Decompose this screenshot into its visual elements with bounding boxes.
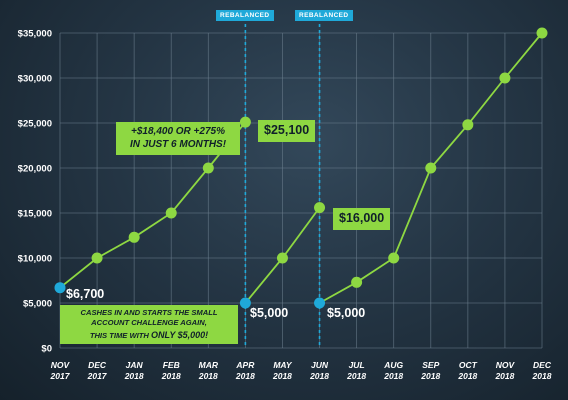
grid <box>59 32 543 349</box>
cash-in-callout: CASHES IN AND STARTS THE SMALL ACCOUNT C… <box>60 305 238 344</box>
x-tick-month: DEC <box>533 360 552 370</box>
x-tick-month: NOV <box>51 360 71 370</box>
cash-in-line3-pre: THIS TIME WITH <box>89 330 151 340</box>
x-tick-year: 2018 <box>272 371 292 381</box>
y-tick-label: $35,000 <box>18 29 52 40</box>
x-tick-month: JUL <box>349 360 365 370</box>
x-tick-month: SEP <box>422 360 439 370</box>
data-point <box>91 252 103 264</box>
cash-in-line1: CASHES IN AND STARTS THE SMALL <box>80 308 218 317</box>
x-tick-month: JUN <box>311 360 329 370</box>
x-tick-year: 2017 <box>87 371 108 381</box>
peak1-label: $25,100 <box>258 120 316 142</box>
x-tick-month: MAR <box>199 360 219 370</box>
cash-in-line2: ACCOUNT CHALLENGE AGAIN, <box>91 318 207 328</box>
x-tick-year: 2018 <box>457 371 477 381</box>
y-tick-label: $10,000 <box>18 254 52 265</box>
data-point <box>239 116 251 128</box>
data-point <box>351 276 363 288</box>
x-tick-year: 2017 <box>50 371 71 381</box>
data-point <box>202 162 214 174</box>
data-point <box>388 252 400 264</box>
gain-callout: +$18,400 OR +275% IN JUST 6 MONTHS! <box>116 122 240 155</box>
x-tick-year: 2018 <box>198 371 218 381</box>
data-point-highlight <box>54 282 66 294</box>
data-point <box>314 202 326 214</box>
rebalance-lines <box>244 24 321 348</box>
data-point <box>499 72 511 84</box>
x-tick-year: 2018 <box>161 371 181 381</box>
gain-callout-line1: +$18,400 OR +275% <box>131 126 225 137</box>
data-point <box>536 27 548 39</box>
gain-callout-line2: IN JUST 6 MONTHS! <box>129 138 227 150</box>
data-point <box>165 207 177 219</box>
x-tick-month: AUG <box>383 360 403 370</box>
y-axis-ticks: $0 $5,000 $10,000 $15,000 $20,000 $25,000 $30,… <box>18 29 52 355</box>
y-tick-label: $0 <box>41 344 52 355</box>
y-tick-label: $15,000 <box>18 209 52 220</box>
cash-in-line3-emphasis: ONLY $5,000! <box>150 329 209 340</box>
y-tick-label: $5,000 <box>23 299 52 310</box>
cash-in-line3: THIS TIME WITH ONLY $5,000! <box>63 329 235 341</box>
x-tick-year: 2018 <box>235 371 255 381</box>
data-point <box>462 119 474 131</box>
x-tick-year: 2018 <box>124 371 144 381</box>
reset2-value-label: $5,000 <box>327 306 366 320</box>
data-point-highlight <box>314 297 326 309</box>
series-line-1 <box>59 121 247 289</box>
x-tick-month: MAY <box>273 360 293 370</box>
y-tick-label: $30,000 <box>18 74 52 85</box>
x-tick-year: 2018 <box>309 371 329 381</box>
rebalance-tag-jun: REBALANCED <box>295 10 353 21</box>
x-tick-month: FEB <box>163 360 180 370</box>
x-tick-month: DEC <box>88 360 107 370</box>
x-tick-month: JAN <box>126 360 144 370</box>
data-point <box>276 252 288 264</box>
peak2-label: $16,000 <box>333 208 391 230</box>
y-tick-label: $20,000 <box>18 164 52 175</box>
x-tick-month: NOV <box>496 360 516 370</box>
x-tick-month: APR <box>235 360 255 370</box>
y-tick-label: $25,000 <box>18 119 52 130</box>
data-points <box>54 27 548 309</box>
x-tick-month: OCT <box>459 360 478 370</box>
x-tick-year: 2018 <box>532 371 552 381</box>
data-point <box>128 231 140 243</box>
data-point-highlight <box>239 297 251 309</box>
reset1-value-label: $5,000 <box>250 306 289 320</box>
x-tick-year: 2018 <box>383 371 403 381</box>
x-tick-year: 2018 <box>494 371 514 381</box>
x-tick-year: 2018 <box>346 371 366 381</box>
data-point <box>425 162 437 174</box>
rebalance-tag-apr: REBALANCED <box>216 10 274 21</box>
start-value-label: $6,700 <box>66 287 105 301</box>
x-tick-year: 2018 <box>420 371 440 381</box>
x-axis-ticks: NOV2017DEC2017JAN2018FEB2018MAR2018APR20… <box>50 360 552 381</box>
